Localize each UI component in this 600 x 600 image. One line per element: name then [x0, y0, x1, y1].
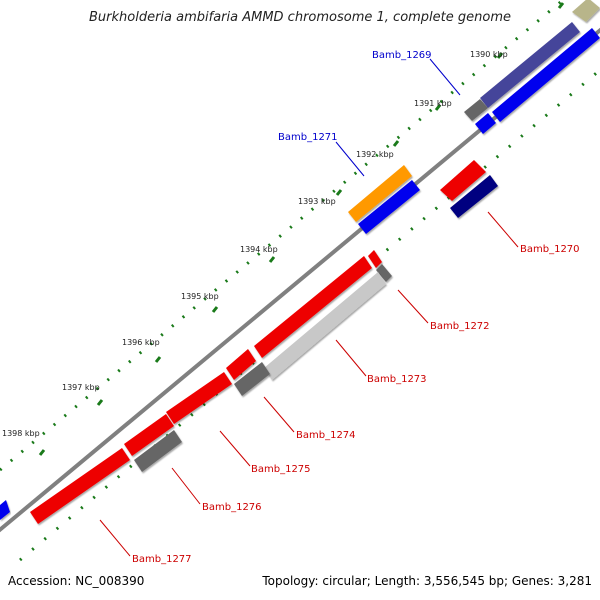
major-ticks [38, 2, 565, 456]
kbp-label: 1392 kbp [356, 150, 394, 159]
kbp-label: 1393 kbp [298, 197, 336, 206]
gene-arrow[interactable] [348, 165, 412, 222]
gene-label-bamb-1275[interactable]: Bamb_1275 [251, 464, 311, 475]
gene-arrow[interactable] [464, 99, 488, 121]
gene-arrow[interactable] [492, 28, 600, 122]
gene-label-bamb-1274[interactable]: Bamb_1274 [296, 430, 356, 441]
gene-label-bamb-1276[interactable]: Bamb_1276 [202, 502, 262, 513]
kbp-label: 1395 kbp [181, 292, 219, 301]
gene-arrow[interactable] [124, 414, 174, 456]
gene-label-bamb-1271[interactable]: Bamb_1271 [278, 132, 338, 143]
gene-arrow[interactable] [475, 113, 496, 134]
kbp-label: 1397 kbp [62, 383, 100, 392]
gene-arrow[interactable] [166, 372, 232, 424]
gene-arrow[interactable] [572, 0, 600, 22]
gene-arrow[interactable] [440, 160, 486, 201]
gene-arrow[interactable] [234, 362, 270, 396]
kbp-label: 1391 kbp [414, 99, 452, 108]
gene-arrow[interactable] [226, 349, 256, 380]
kbp-label: 1394 kbp [240, 245, 278, 254]
genome-summary-text: Topology: circular; Length: 3,556,545 bp… [262, 574, 592, 588]
tick-scale-outer [0, 0, 566, 472]
accession-text: Accession: NC_008390 [8, 574, 145, 588]
forward-genes [0, 0, 600, 520]
kbp-label: 1398 kbp [2, 429, 40, 438]
kbp-label: 1396 kbp [122, 338, 160, 347]
gene-label-bamb-1277[interactable]: Bamb_1277 [132, 554, 192, 565]
kbp-label: 1390 kbp [470, 50, 508, 59]
gene-label-bamb-1269[interactable]: Bamb_1269 [372, 50, 432, 61]
gene-label-bamb-1272[interactable]: Bamb_1272 [430, 321, 490, 332]
gene-arrow[interactable] [376, 264, 392, 282]
gene-arrow[interactable] [450, 175, 498, 218]
gene-arrow[interactable] [30, 448, 130, 524]
gene-arrow[interactable] [264, 272, 386, 380]
gene-label-bamb-1273[interactable]: Bamb_1273 [367, 374, 427, 385]
gene-arrow[interactable] [358, 180, 420, 234]
gene-arrow[interactable] [480, 22, 580, 108]
gene-arrow[interactable] [0, 500, 10, 520]
gene-label-bamb-1270[interactable]: Bamb_1270 [520, 244, 580, 255]
reverse-genes [30, 160, 498, 524]
gene-arrow[interactable] [368, 250, 382, 268]
gene-arrow[interactable] [254, 256, 372, 358]
gene-arrow[interactable] [134, 430, 182, 472]
map-title: Burkholderia ambifaria AMMD chromosome 1… [88, 10, 512, 25]
